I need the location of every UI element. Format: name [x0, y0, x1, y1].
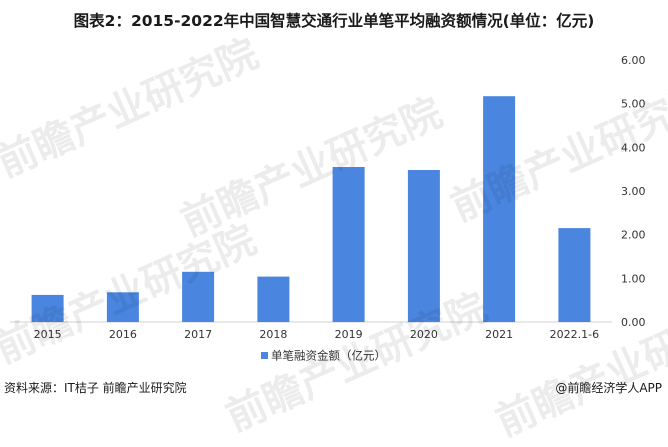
x-tick-label: 2017: [184, 328, 212, 341]
chart-title: 图表2：2015-2022年中国智慧交通行业单笔平均融资额情况(单位：亿元): [73, 12, 595, 30]
legend-label: 单笔融资金额（亿元）: [271, 349, 386, 363]
source-note: 资料来源：IT桔子 前瞻产业研究院: [4, 381, 187, 395]
bar-2019: [332, 167, 365, 322]
y-tick-label: 3.00: [621, 185, 646, 198]
bar-2017: [182, 271, 215, 322]
brand-label: @前瞻经济学人APP: [555, 381, 662, 395]
legend-swatch: [261, 352, 268, 359]
x-tick-labels: 2015 2016 2017 2018 2019 2020 2021 2022.1-6: [34, 328, 600, 341]
y-tick-label: 6.00: [621, 54, 646, 67]
bar-2021: [483, 96, 516, 322]
x-tick-label: 2022.1-6: [550, 328, 599, 341]
y-tick-label: 0.00: [621, 316, 646, 329]
y-tick-label: 5.00: [621, 98, 646, 111]
x-tick-label: 2019: [335, 328, 363, 341]
y-tick-labels: 0.00 1.00 2.00 3.00 4.00 5.00 6.00: [621, 54, 646, 329]
bar-2015: [31, 294, 64, 322]
bar-chart: 2015 2016 2017 2018 2019 2020 2021 2022.1-6 0.0…: [10, 54, 646, 363]
y-tick-label: 4.00: [621, 141, 646, 154]
x-tick-label: 2020: [410, 328, 438, 341]
x-tick-label: 2016: [109, 328, 137, 341]
y-tick-label: 2.00: [621, 229, 646, 242]
legend: 单笔融资金额（亿元）: [261, 349, 386, 363]
bar-2022.1-6: [558, 228, 591, 322]
bar-2020: [407, 170, 440, 322]
x-tick-label: 2021: [485, 328, 513, 341]
x-tick-label: 2018: [259, 328, 287, 341]
bar-2018: [257, 276, 290, 322]
y-tick-label: 1.00: [621, 272, 646, 285]
x-tick-label: 2015: [34, 328, 62, 341]
bar-2016: [106, 292, 139, 322]
bars-group: [31, 96, 591, 322]
